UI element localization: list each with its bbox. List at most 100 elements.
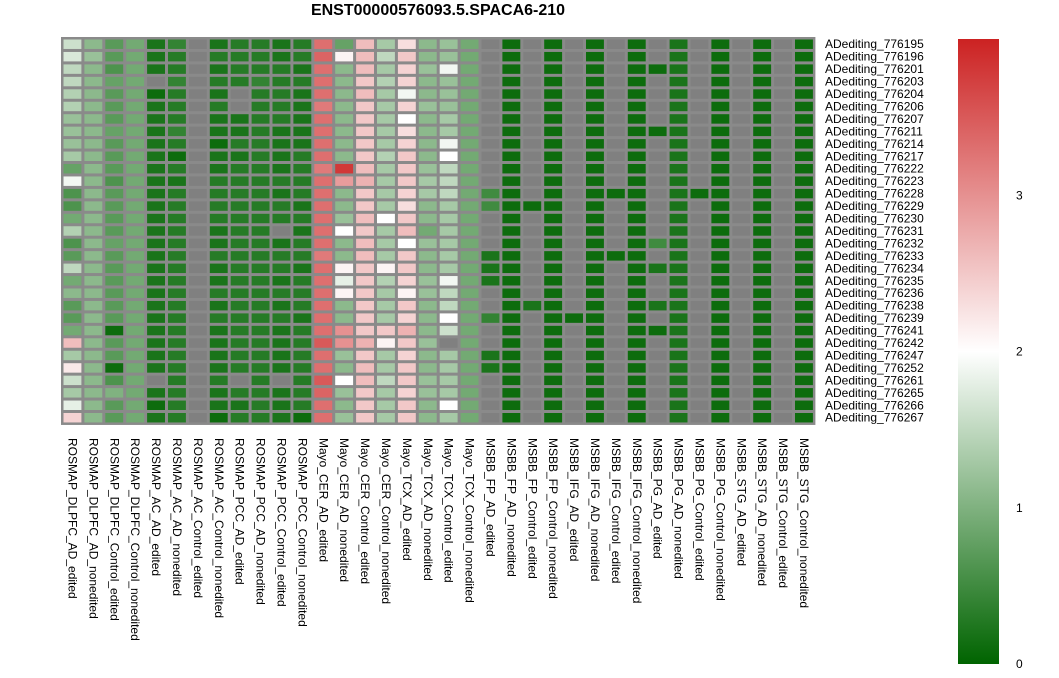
heatmap-cell	[732, 276, 751, 286]
heatmap-cell	[439, 76, 458, 87]
heatmap-cell	[523, 101, 542, 112]
heatmap-cell	[209, 164, 228, 174]
heatmap-cell	[732, 51, 751, 62]
heatmap-cell	[377, 89, 395, 99]
heatmap-cell	[168, 176, 186, 186]
heatmap-cell	[209, 126, 228, 137]
heatmap-cell	[795, 325, 813, 336]
heatmap-cell	[753, 363, 772, 373]
heatmap-cell	[314, 300, 333, 311]
color-legend: 0 1 2 3	[958, 39, 1023, 671]
heatmap-cell	[314, 226, 333, 236]
heatmap-cell	[690, 164, 709, 174]
heatmap-cell	[753, 188, 772, 199]
heatmap-cell	[502, 151, 521, 161]
heatmap-cell	[230, 51, 249, 62]
heatmap-cell	[795, 300, 813, 311]
heatmap-cell	[711, 375, 730, 386]
heatmap-cell	[586, 375, 604, 386]
heatmap-cell	[126, 238, 145, 249]
heatmap-cell	[293, 226, 312, 236]
heatmap-cell	[63, 400, 82, 410]
heatmap-cell	[795, 388, 813, 398]
heatmap-cell	[606, 201, 625, 211]
heatmap-cell	[565, 126, 583, 137]
column-label: Mayo_CER_Control_edited	[358, 438, 372, 584]
heatmap-cell	[502, 238, 521, 249]
heatmap-cell	[669, 375, 688, 386]
heatmap-cell	[397, 101, 416, 112]
heatmap-cell	[774, 300, 792, 311]
heatmap-cell	[230, 201, 249, 211]
column-labels: ROSMAP_DLPFC_AD_edited ROSMAP_DLPFC_AD_no…	[65, 438, 811, 641]
row-label: ADediting_776217	[825, 149, 924, 163]
heatmap-cell	[377, 388, 395, 398]
heatmap-cell	[523, 363, 542, 373]
heatmap-cell	[732, 188, 751, 199]
heatmap-cell	[648, 64, 667, 74]
heatmap-cell	[502, 176, 521, 186]
heatmap-cell	[230, 176, 249, 186]
heatmap-cell	[732, 76, 751, 87]
heatmap-cell	[251, 151, 270, 161]
column-label: MSBB_FP_AD_nonedited	[504, 438, 518, 577]
heatmap-cell	[565, 76, 583, 87]
heatmap-cell	[418, 350, 437, 361]
heatmap-cell	[523, 313, 542, 323]
heatmap-cell	[711, 313, 730, 323]
heatmap-cell	[523, 413, 542, 423]
heatmap-cell	[753, 39, 772, 49]
heatmap-cell	[606, 213, 625, 224]
heatmap-cell	[84, 288, 103, 298]
heatmap-cell	[209, 325, 228, 336]
row-label: ADediting_776204	[825, 87, 924, 101]
heatmap-cell	[126, 338, 145, 348]
heatmap-cell	[397, 76, 416, 87]
heatmap-cell	[251, 139, 270, 149]
heatmap-cell	[669, 288, 688, 298]
heatmap-cell	[711, 89, 730, 99]
heatmap-cell	[356, 76, 374, 87]
heatmap-cell	[209, 375, 228, 386]
legend-tick-label: 1	[1016, 501, 1023, 515]
heatmap-cell	[439, 400, 458, 410]
heatmap-cell	[502, 413, 521, 423]
heatmap-cell	[460, 388, 479, 398]
heatmap-cell	[251, 325, 270, 336]
heatmap-cell	[439, 188, 458, 199]
heatmap-cell	[481, 276, 500, 286]
heatmap-cell	[377, 176, 395, 186]
heatmap-cell	[63, 139, 82, 149]
column-label: ROSMAP_PCC_Control_edited	[274, 438, 288, 607]
heatmap-cell	[377, 251, 395, 261]
heatmap-cell	[397, 350, 416, 361]
heatmap-cell	[314, 176, 333, 186]
heatmap-cell	[481, 101, 500, 112]
heatmap-cell	[377, 213, 395, 224]
heatmap-cell	[753, 64, 772, 74]
heatmap-cell	[230, 226, 249, 236]
heatmap-cell	[439, 338, 458, 348]
heatmap-cell	[460, 413, 479, 423]
row-label: ADediting_776211	[825, 124, 923, 138]
heatmap-cell	[690, 188, 709, 199]
heatmap-cell	[502, 114, 521, 124]
heatmap-cell	[63, 164, 82, 174]
heatmap-cell	[188, 350, 207, 361]
heatmap-cell	[753, 89, 772, 99]
heatmap-cell	[272, 51, 291, 62]
heatmap-cell	[397, 263, 416, 274]
heatmap-cell	[356, 164, 374, 174]
heatmap-cell	[84, 276, 103, 286]
heatmap-cell	[753, 76, 772, 87]
heatmap-cell	[439, 176, 458, 186]
heatmap-cell	[251, 76, 270, 87]
heatmap-cell	[774, 64, 792, 74]
heatmap-cell	[63, 89, 82, 99]
heatmap-cell	[481, 413, 500, 423]
heatmap-cell	[272, 76, 291, 87]
heatmap-cell	[565, 388, 583, 398]
row-label: ADediting_776242	[825, 336, 924, 350]
heatmap-cell	[627, 276, 646, 286]
heatmap-cell	[188, 338, 207, 348]
